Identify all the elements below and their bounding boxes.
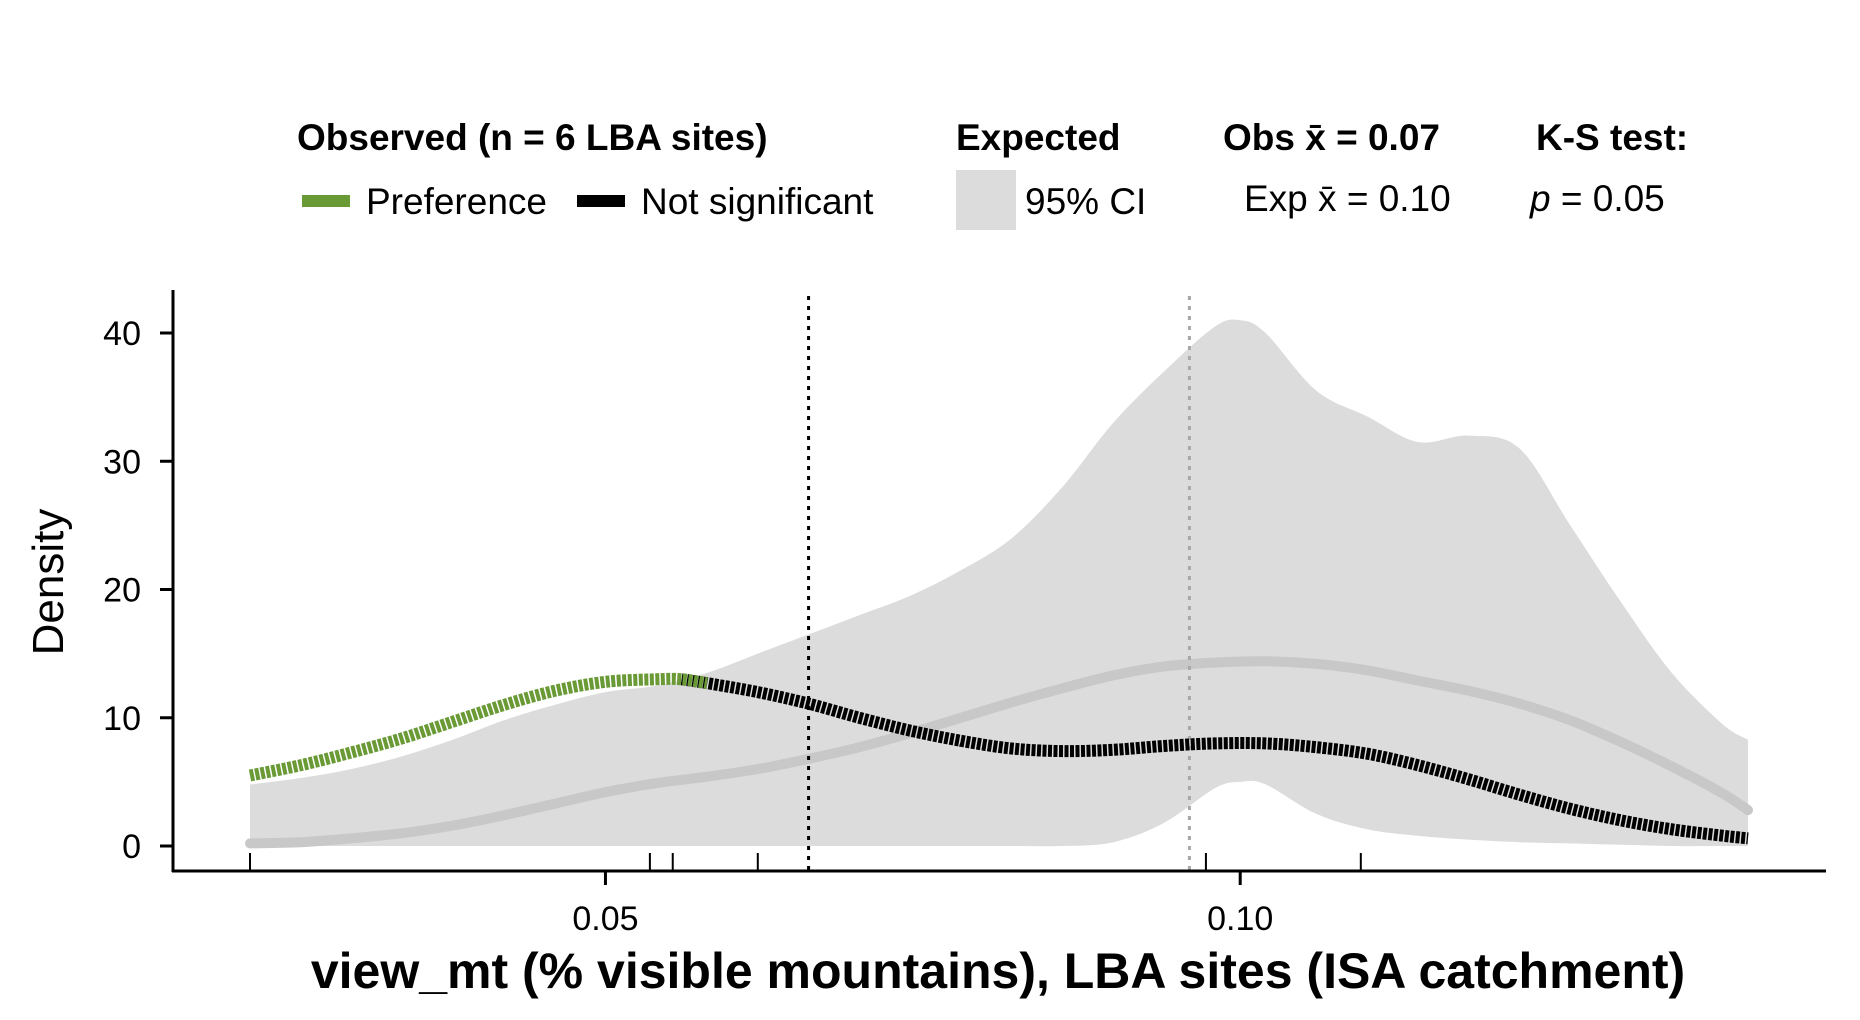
y-tick-label: 0 bbox=[122, 828, 141, 866]
axes: 0 10 20 30 40 0.05 0.10 bbox=[103, 290, 1826, 938]
y-axis-title: Density bbox=[24, 509, 73, 656]
legend-ks-p: p = 0.05 bbox=[1529, 178, 1665, 219]
y-tick-label: 20 bbox=[103, 572, 141, 610]
observed-curve-preference bbox=[248, 672, 708, 782]
legend-ks-p-symbol: p bbox=[1529, 178, 1551, 219]
x-tick-label: 0.10 bbox=[1207, 900, 1273, 938]
legend-obs-mean: Obs x̄ = 0.07 bbox=[1223, 117, 1440, 158]
legend-preference-label: Preference bbox=[366, 181, 547, 222]
legend-not-significant-swatch bbox=[577, 195, 625, 207]
y-ticks: 0 10 20 30 40 bbox=[103, 315, 173, 866]
x-ticks: 0.05 0.10 bbox=[572, 871, 1273, 938]
legend: Observed (n = 6 LBA sites) Preference No… bbox=[297, 117, 1688, 230]
legend-obs-mean-text: Obs x̄ = 0.07 bbox=[1223, 117, 1440, 158]
expected-ci-band bbox=[250, 319, 1748, 847]
legend-ks-p-value: = 0.05 bbox=[1551, 178, 1665, 219]
observed-curve-not-significant bbox=[680, 673, 1749, 845]
x-tick-label: 0.05 bbox=[572, 900, 638, 938]
legend-preference-swatch bbox=[302, 195, 350, 207]
legend-ci-label: 95% CI bbox=[1025, 181, 1146, 222]
expected-mean-curve bbox=[245, 656, 1753, 849]
legend-ks-title: K-S test: bbox=[1536, 117, 1688, 158]
legend-not-significant-label: Not significant bbox=[641, 181, 874, 222]
legend-ci-swatch bbox=[956, 170, 1016, 230]
plot-area bbox=[245, 296, 1753, 870]
legend-exp-mean: Exp x̄ = 0.10 bbox=[1244, 178, 1451, 219]
legend-observed-title: Observed (n = 6 LBA sites) bbox=[297, 117, 768, 158]
y-tick-label: 10 bbox=[103, 700, 141, 738]
legend-expected-title: Expected bbox=[956, 117, 1121, 158]
x-axis-title: view_mt (% visible mountains), LBA sites… bbox=[311, 943, 1685, 999]
y-tick-label: 40 bbox=[103, 315, 141, 353]
y-tick-label: 30 bbox=[103, 443, 141, 481]
